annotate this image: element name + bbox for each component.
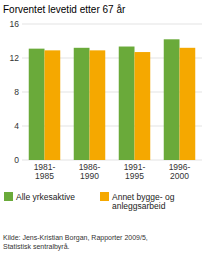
legend-swatch [100,192,109,201]
legend: Alle yrkesaktive Annet bygge- oganleggsar… [4,192,175,211]
chart: Forventet levetid etter 67 år 0 4 8 12 16 1981… [0,0,206,263]
legend-swatch [4,192,13,201]
bar [180,48,196,160]
x-tick-label: 1996-2000 [169,162,191,181]
y-tick-label: 8 [14,87,19,97]
bar [29,49,45,160]
bar [135,52,151,160]
y-tick-label: 4 [14,121,19,131]
bar [119,47,135,160]
source: Kilde: Jens-Kristian Borgan, Rapporter 2… [3,234,148,251]
x-tick-label: 1981-1985 [34,162,56,181]
y-tick-label: 0 [14,155,19,165]
grid-line [22,24,202,25]
bar [45,50,61,160]
x-tick-label: 1986-1990 [79,162,101,181]
legend-label: Alle yrkesaktive [16,192,75,202]
title: Forventet levetid etter 67 år [3,4,126,15]
x-tick-label: 1991-1995 [124,162,146,181]
chart-container: Forventet levetid etter 67 år 0 4 8 12 16 1981… [0,0,206,263]
bars [29,39,196,160]
legend-label: Annet bygge- oganleggsarbeid [112,192,175,211]
bar [74,48,90,160]
bar [90,50,106,160]
y-tick-label: 12 [10,53,20,63]
bar [164,39,180,160]
y-tick-label: 16 [10,19,20,29]
